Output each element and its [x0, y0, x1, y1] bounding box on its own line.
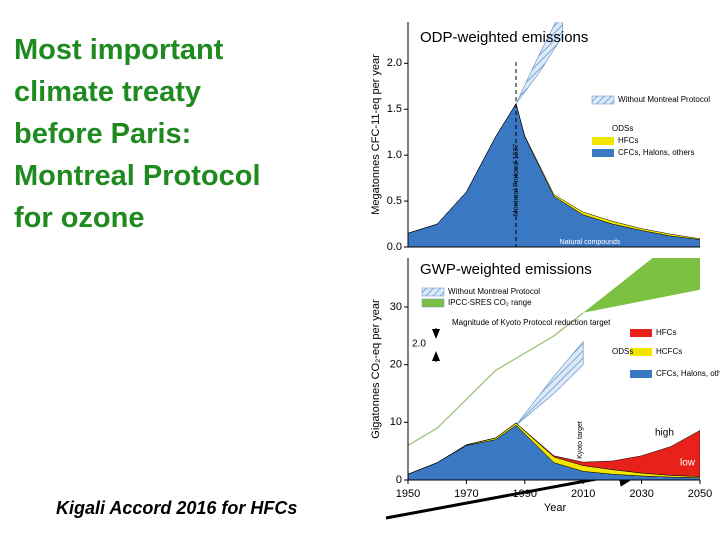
y-tick-label: 1.5 — [387, 103, 402, 115]
legend-swatch — [591, 95, 615, 105]
legend-label: HFCs — [656, 328, 676, 337]
annotation: high — [655, 428, 674, 439]
annotation: Natural compounds — [560, 239, 621, 246]
legend-swatch — [630, 348, 652, 356]
legend-swatch — [630, 329, 652, 337]
legend-label: Without Montreal Protocol — [448, 287, 540, 296]
annotation: low — [680, 458, 696, 469]
annotation: Magnitude of Kyoto Protocol reduction ta… — [452, 318, 611, 327]
chart-title: GWP-weighted emissions — [420, 261, 592, 278]
legend-swatch — [421, 298, 445, 308]
x-tick-label: 1970 — [454, 488, 478, 500]
title-line: for ozone — [14, 202, 145, 234]
annotation: ODSs — [612, 124, 633, 133]
legend-label: Without Montreal Protocol — [618, 95, 710, 104]
area — [408, 103, 700, 247]
x-tick-label: 1950 — [396, 488, 420, 500]
legend-label: CFCs, Halons, others — [656, 369, 720, 378]
y-tick-label: 2.0 — [387, 57, 402, 69]
range-band — [515, 22, 564, 104]
y-tick-label: 0 — [396, 474, 402, 486]
y-axis-label: Gigatonnes CO₂-eq per year — [370, 299, 382, 439]
y-axis-label: Megatonnes CFC-11-eq per year — [370, 54, 382, 215]
annotation: ODSs — [612, 347, 633, 356]
legend-label: IPCC-SRES CO₂ range — [448, 298, 532, 307]
annotation: 2.0 — [412, 339, 426, 350]
y-tick-label: 0.0 — [387, 241, 402, 253]
legend-swatch — [592, 137, 614, 145]
plot-area — [408, 258, 700, 480]
legend-swatch — [630, 370, 652, 378]
legend-swatch — [592, 149, 614, 157]
range-band — [583, 258, 700, 313]
x-tick-label: 2030 — [629, 488, 653, 500]
x-tick-label: 2010 — [571, 488, 595, 500]
y-tick-label: 30 — [390, 301, 402, 313]
title-line: Montreal Protocol — [14, 160, 261, 192]
y-tick-label: 1.0 — [387, 149, 402, 161]
annotation: Kyoto target — [577, 421, 584, 459]
y-tick-label: 10 — [390, 416, 402, 428]
x-axis-label: Year — [544, 502, 567, 514]
x-tick-label: 2050 — [688, 488, 712, 500]
area — [408, 422, 700, 477]
legend-label: HCFCs — [656, 347, 682, 356]
area — [408, 103, 700, 240]
range-band — [515, 340, 584, 426]
y-tick-label: 20 — [390, 359, 402, 371]
legend-swatch — [421, 287, 445, 297]
caption: Kigali Accord 2016 for HFCs — [56, 498, 298, 518]
y-tick-label: 0.5 — [387, 195, 402, 207]
annotation: Montreal Protocol 1987 — [513, 144, 520, 216]
chart-title: ODP-weighted emissions — [420, 29, 588, 46]
x-tick-label: 1990 — [513, 488, 537, 500]
legend-label: CFCs, Halons, others — [618, 148, 694, 157]
title-line: Most important — [14, 34, 224, 66]
title-line: before Paris: — [14, 118, 192, 150]
line — [408, 312, 584, 447]
chart: 0.0 0.5 1.0 1.5 2.0 Megatonnes CFC-11-eq per … — [370, 22, 710, 253]
title-line: climate treaty — [14, 76, 201, 108]
legend-label: HFCs — [618, 136, 638, 145]
plot-area — [408, 22, 700, 247]
